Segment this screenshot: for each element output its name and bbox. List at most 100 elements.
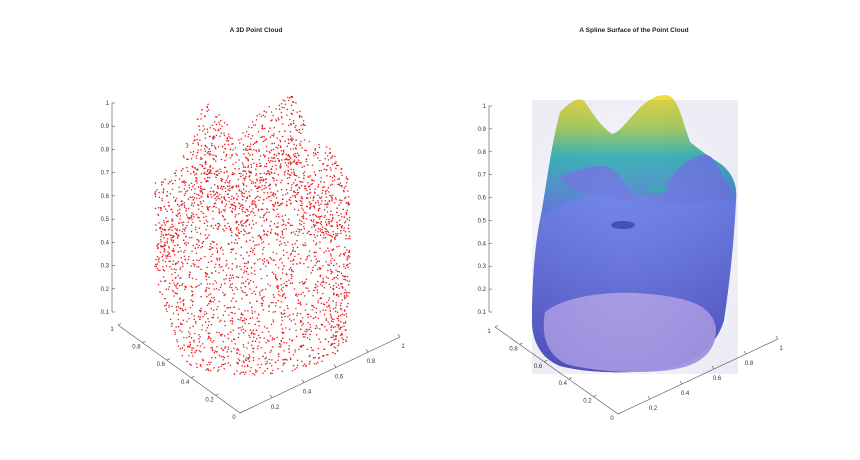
point-marker (254, 333, 256, 335)
point-marker (320, 223, 323, 226)
point-marker (293, 172, 296, 175)
point-marker (304, 149, 306, 151)
point-marker (194, 247, 196, 249)
point-marker (280, 323, 283, 326)
point-marker (300, 200, 303, 203)
point-marker (335, 282, 337, 284)
point-marker (330, 195, 332, 197)
point-marker (313, 213, 315, 216)
point-marker (325, 329, 328, 332)
point-marker (182, 263, 184, 265)
point-marker (284, 296, 287, 299)
point-marker (180, 204, 182, 206)
point-marker (252, 359, 255, 361)
point-marker (245, 225, 247, 227)
point-marker (314, 201, 317, 204)
point-marker (243, 170, 245, 172)
point-marker (256, 300, 258, 303)
point-marker (281, 370, 284, 372)
point-marker (279, 204, 281, 206)
point-marker (266, 234, 269, 237)
point-marker (220, 365, 223, 367)
tick-mark (117, 323, 122, 326)
point-marker (300, 223, 303, 226)
point-marker (177, 313, 179, 316)
point-marker (225, 153, 228, 156)
point-marker (221, 125, 223, 127)
point-marker (177, 244, 179, 246)
point-marker (317, 299, 319, 302)
point-marker (188, 331, 190, 333)
point-marker (345, 313, 348, 315)
point-marker (184, 308, 187, 311)
point-marker (179, 218, 181, 220)
point-marker (347, 263, 349, 266)
point-marker (260, 136, 262, 139)
point-marker (319, 283, 322, 286)
point-marker (308, 328, 311, 331)
point-marker (242, 344, 245, 346)
point-marker (280, 257, 282, 260)
point-marker (246, 149, 249, 151)
point-marker (312, 220, 315, 223)
point-marker (174, 262, 177, 265)
point-marker (257, 363, 259, 366)
point-marker (280, 163, 282, 165)
point-marker (294, 243, 296, 245)
point-marker (183, 336, 185, 339)
point-marker (188, 335, 191, 338)
point-marker (327, 305, 330, 307)
point-marker (286, 108, 289, 111)
point-marker (171, 226, 173, 228)
point-marker (170, 234, 172, 236)
point-marker (234, 216, 237, 218)
point-marker (248, 133, 250, 136)
point-marker (197, 186, 200, 188)
point-marker (247, 232, 250, 234)
point-marker (348, 291, 350, 294)
point-marker (230, 241, 233, 244)
point-marker (347, 302, 349, 305)
point-marker (199, 364, 202, 366)
z-tick-label: 0.3 (478, 264, 487, 270)
point-marker (242, 182, 244, 184)
point-marker (182, 224, 184, 226)
point-marker (188, 237, 191, 239)
point-marker (176, 228, 179, 230)
point-marker (179, 277, 181, 279)
point-marker (172, 263, 174, 266)
point-marker (206, 170, 209, 173)
point-marker (185, 208, 187, 210)
point-marker (227, 189, 229, 191)
point-marker (252, 223, 255, 226)
point-marker (292, 153, 295, 156)
point-marker (285, 327, 287, 329)
point-marker (236, 352, 239, 354)
point-marker (205, 173, 208, 175)
point-marker (252, 356, 255, 359)
point-marker (227, 333, 229, 335)
point-marker (270, 159, 272, 162)
point-marker (277, 173, 279, 176)
point-marker (326, 230, 329, 232)
point-marker (242, 331, 245, 334)
point-marker (299, 302, 301, 305)
point-marker (302, 232, 304, 235)
point-marker (248, 254, 250, 257)
point-marker (309, 191, 312, 194)
point-marker (198, 197, 201, 200)
point-marker (211, 271, 213, 274)
point-marker (270, 220, 272, 223)
point-marker (242, 257, 245, 260)
point-marker (260, 208, 263, 211)
point-marker (180, 190, 182, 193)
point-marker (326, 211, 329, 213)
point-marker (346, 291, 348, 294)
point-marker (345, 201, 348, 204)
point-marker (237, 349, 240, 351)
point-marker (333, 335, 335, 337)
point-marker (287, 241, 289, 243)
point-marker (235, 300, 238, 303)
point-marker (268, 310, 270, 313)
point-marker (302, 123, 304, 126)
